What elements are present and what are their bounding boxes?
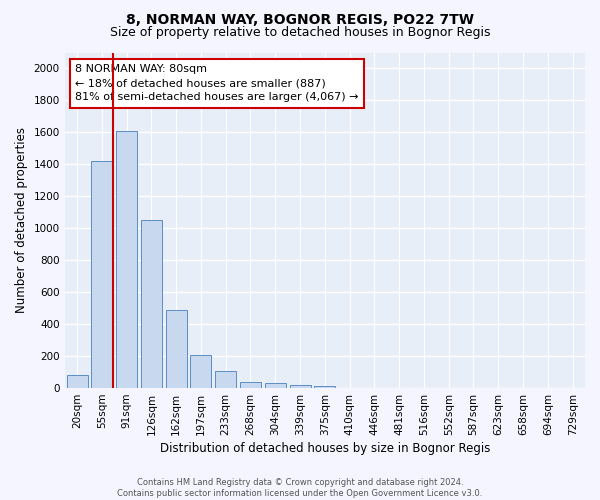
Bar [190,356,211,388]
Bar [67,376,88,388]
Text: Contains HM Land Registry data © Crown copyright and database right 2024.
Contai: Contains HM Land Registry data © Crown c… [118,478,482,498]
Bar [265,384,286,388]
Text: 8 NORMAN WAY: 80sqm
← 18% of detached houses are smaller (887)
81% of semi-detac: 8 NORMAN WAY: 80sqm ← 18% of detached ho… [75,64,359,102]
Bar [141,220,162,388]
Bar [314,386,335,388]
Text: Size of property relative to detached houses in Bognor Regis: Size of property relative to detached ho… [110,26,490,39]
Bar [290,385,311,388]
Bar [215,372,236,388]
X-axis label: Distribution of detached houses by size in Bognor Regis: Distribution of detached houses by size … [160,442,490,455]
Text: 8, NORMAN WAY, BOGNOR REGIS, PO22 7TW: 8, NORMAN WAY, BOGNOR REGIS, PO22 7TW [126,12,474,26]
Bar [116,131,137,388]
Y-axis label: Number of detached properties: Number of detached properties [15,128,28,314]
Bar [91,161,112,388]
Bar [166,310,187,388]
Bar [240,382,261,388]
